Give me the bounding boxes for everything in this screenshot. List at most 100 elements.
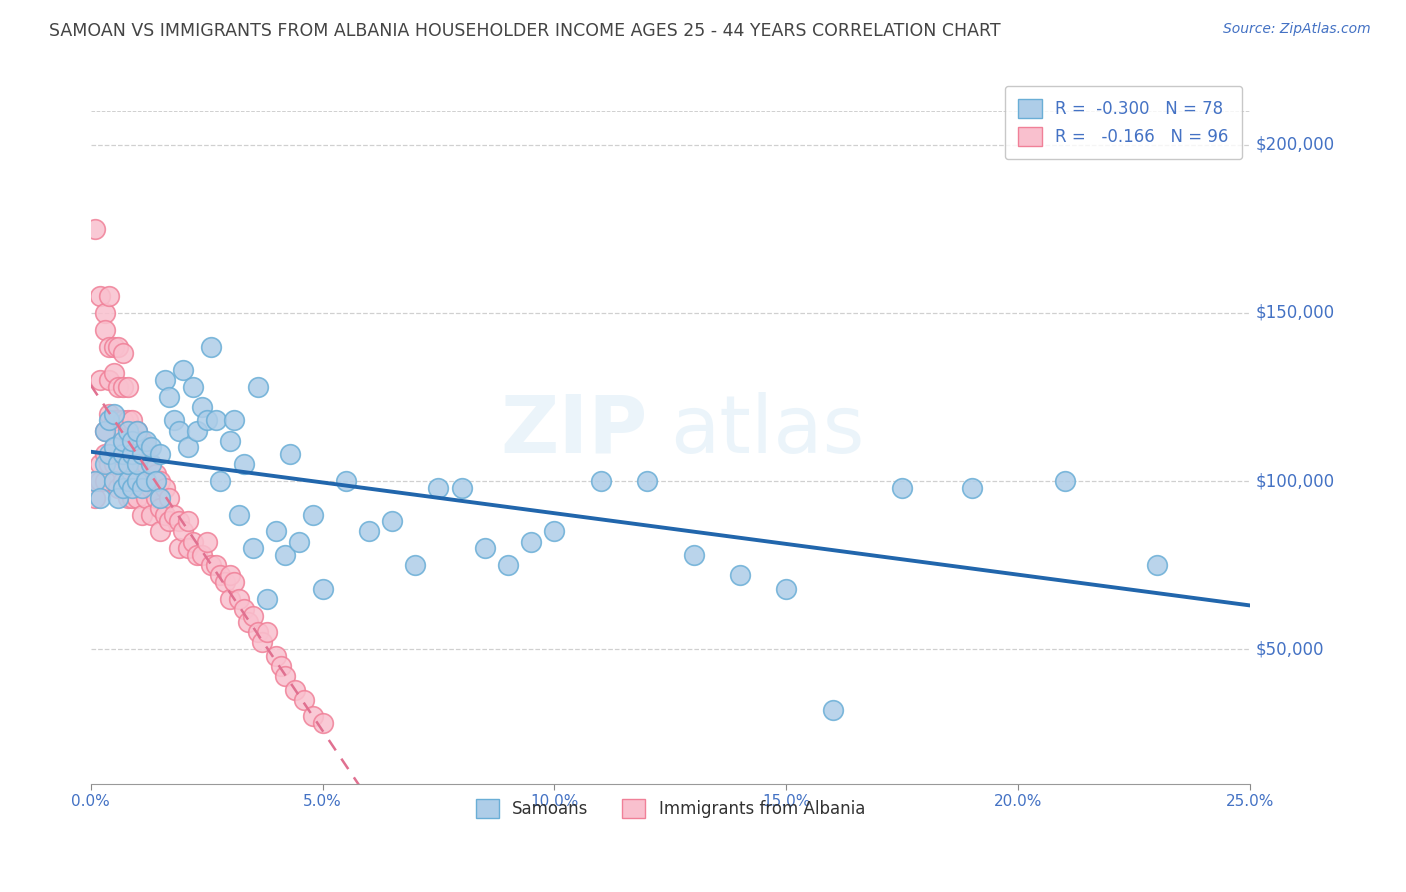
Point [163, 508, 186, 522]
Point [121, 434, 143, 448]
Point [149, 447, 172, 461]
Point [960, 481, 983, 495]
Legend: Samoans, Immigrants from Albania: Samoans, Immigrants from Albania [470, 792, 872, 825]
Point [209, 568, 232, 582]
Point [474, 541, 496, 556]
Point [218, 434, 240, 448]
Point [177, 541, 200, 556]
Point [139, 457, 162, 471]
Point [145, 467, 167, 482]
Point [131, 481, 153, 495]
Point [93, 424, 115, 438]
Point [98, 457, 121, 471]
Point [125, 424, 148, 438]
Point [242, 608, 264, 623]
Point [149, 500, 172, 515]
Point [1146, 558, 1168, 573]
Point [636, 474, 658, 488]
Point [292, 692, 315, 706]
Point [135, 441, 157, 455]
Point [163, 413, 186, 427]
Point [450, 481, 472, 495]
Point [93, 457, 115, 471]
Point [186, 424, 208, 438]
Point [112, 434, 135, 448]
Point [218, 568, 240, 582]
Point [139, 481, 162, 495]
Point [107, 481, 129, 495]
Point [131, 457, 153, 471]
Point [159, 390, 181, 404]
Point [381, 515, 404, 529]
Point [728, 568, 751, 582]
Point [135, 434, 157, 448]
Point [98, 289, 121, 303]
Point [1053, 474, 1076, 488]
Point [357, 524, 380, 539]
Point [125, 491, 148, 505]
Point [117, 413, 139, 427]
Point [125, 424, 148, 438]
Point [112, 380, 135, 394]
Point [89, 491, 111, 505]
Text: $200,000: $200,000 [1256, 136, 1336, 153]
Point [191, 548, 214, 562]
Point [246, 625, 269, 640]
Point [218, 591, 240, 606]
Point [112, 481, 135, 495]
Point [103, 413, 125, 427]
Point [177, 515, 200, 529]
Point [131, 481, 153, 495]
Point [89, 373, 111, 387]
Point [242, 541, 264, 556]
Point [264, 524, 287, 539]
Point [107, 413, 129, 427]
Point [404, 558, 426, 573]
Point [103, 339, 125, 353]
Point [181, 380, 204, 394]
Point [821, 703, 844, 717]
Point [103, 474, 125, 488]
Point [153, 481, 176, 495]
Text: SAMOAN VS IMMIGRANTS FROM ALBANIA HOUSEHOLDER INCOME AGES 25 - 44 YEARS CORRELAT: SAMOAN VS IMMIGRANTS FROM ALBANIA HOUSEH… [49, 22, 1001, 40]
Point [139, 508, 162, 522]
Point [232, 602, 254, 616]
Point [311, 582, 333, 596]
Point [93, 447, 115, 461]
Point [135, 457, 157, 471]
Point [117, 380, 139, 394]
Text: $100,000: $100,000 [1256, 472, 1336, 490]
Point [93, 474, 115, 488]
Point [224, 413, 246, 427]
Point [159, 491, 181, 505]
Point [89, 474, 111, 488]
Point [107, 447, 129, 461]
Point [153, 508, 176, 522]
Point [775, 582, 797, 596]
Point [107, 457, 129, 471]
Point [107, 380, 129, 394]
Point [200, 339, 222, 353]
Point [84, 221, 107, 235]
Point [891, 481, 914, 495]
Point [121, 491, 143, 505]
Text: $50,000: $50,000 [1256, 640, 1324, 658]
Point [145, 474, 167, 488]
Point [228, 591, 250, 606]
Point [191, 400, 214, 414]
Point [205, 558, 228, 573]
Point [125, 457, 148, 471]
Point [302, 709, 325, 723]
Point [543, 524, 565, 539]
Point [270, 659, 292, 673]
Point [103, 407, 125, 421]
Point [112, 447, 135, 461]
Point [112, 424, 135, 438]
Point [214, 574, 236, 589]
Point [112, 474, 135, 488]
Point [135, 491, 157, 505]
Point [427, 481, 450, 495]
Point [149, 474, 172, 488]
Point [232, 457, 254, 471]
Point [496, 558, 519, 573]
